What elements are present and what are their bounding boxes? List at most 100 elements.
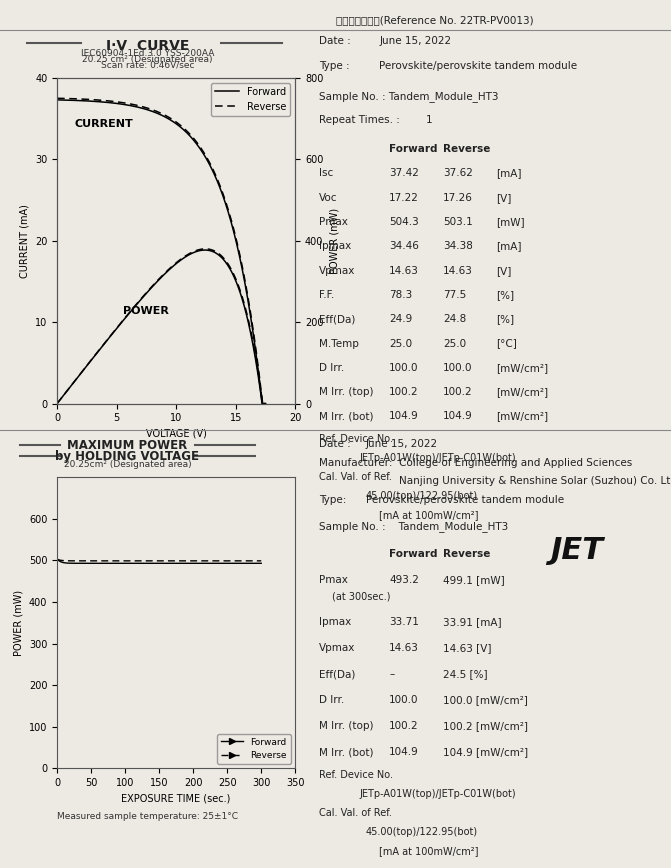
Y-axis label: POWER (mW): POWER (mW) <box>13 589 23 656</box>
Text: Eff(Da): Eff(Da) <box>319 669 355 680</box>
Legend: Forward, Reverse: Forward, Reverse <box>217 734 291 764</box>
Text: Forward: Forward <box>389 144 437 155</box>
Text: [%]: [%] <box>497 290 515 300</box>
→Reverse <box>190 556 198 566</box>
Text: 499.1 [mW]: 499.1 [mW] <box>443 575 505 586</box>
Text: Date :: Date : <box>319 439 350 450</box>
Legend: Forward, Reverse: Forward, Reverse <box>211 83 291 115</box>
Text: Reverse: Reverse <box>443 144 491 155</box>
Text: 493.2: 493.2 <box>389 575 419 586</box>
Text: by HOLDING VOLTAGE: by HOLDING VOLTAGE <box>56 450 199 463</box>
Text: IEC60904-1Ed.3.0 YSS-200AA: IEC60904-1Ed.3.0 YSS-200AA <box>81 49 214 57</box>
Text: Repeat Times. :: Repeat Times. : <box>319 115 400 126</box>
Text: 37.62: 37.62 <box>443 168 473 179</box>
→Reverse <box>207 556 215 566</box>
Text: 77.5: 77.5 <box>443 290 466 300</box>
Text: D Irr.: D Irr. <box>319 363 344 373</box>
→Forward <box>53 554 61 564</box>
Text: 100.0: 100.0 <box>389 363 419 373</box>
Text: –: – <box>389 669 395 680</box>
Text: 100.0: 100.0 <box>389 695 419 706</box>
Text: 25.0: 25.0 <box>389 339 412 349</box>
Text: 24.9: 24.9 <box>389 314 413 325</box>
Text: 100.2: 100.2 <box>443 387 472 398</box>
Text: JETp-A01W(top)/JETp-C01W(bot): JETp-A01W(top)/JETp-C01W(bot) <box>359 453 515 464</box>
Text: Reverse: Reverse <box>443 549 491 560</box>
Text: Vpmax: Vpmax <box>319 643 355 654</box>
Text: Pmax: Pmax <box>319 575 348 586</box>
Text: 14.63: 14.63 <box>389 643 419 654</box>
Text: 33.91 [mA]: 33.91 [mA] <box>443 617 501 628</box>
Text: 33.71: 33.71 <box>389 617 419 628</box>
Text: Scan rate: 0.46V/sec: Scan rate: 0.46V/sec <box>101 61 195 69</box>
Text: [mA at 100mW/cm²]: [mA at 100mW/cm²] <box>379 510 478 521</box>
Text: 37.42: 37.42 <box>389 168 419 179</box>
Text: 34.38: 34.38 <box>443 241 473 252</box>
Text: F.F.: F.F. <box>319 290 334 300</box>
Text: Measured sample temperature: 25±1°C: Measured sample temperature: 25±1°C <box>57 812 238 820</box>
Text: Perovskite/perovskite tandem module: Perovskite/perovskite tandem module <box>366 495 564 505</box>
Text: Eff(Da): Eff(Da) <box>319 314 355 325</box>
Text: 20.25cm² (Designated area): 20.25cm² (Designated area) <box>64 460 191 469</box>
Text: Nanjing University & Renshine Solar (Suzhou) Co. Ltd.: Nanjing University & Renshine Solar (Suz… <box>399 476 671 486</box>
Y-axis label: POWER (mW): POWER (mW) <box>329 207 339 274</box>
Text: 104.9 [mW/cm²]: 104.9 [mW/cm²] <box>443 747 528 758</box>
Text: 100.2: 100.2 <box>389 387 419 398</box>
Text: M Irr. (top): M Irr. (top) <box>319 387 373 398</box>
Text: Ipmax: Ipmax <box>319 241 351 252</box>
Text: 測定成績書番号(Reference No. 22TR-PV0013): 測定成績書番号(Reference No. 22TR-PV0013) <box>336 16 533 26</box>
Text: 14.63: 14.63 <box>443 266 473 276</box>
Text: Date :: Date : <box>319 36 350 47</box>
→Forward <box>174 558 182 569</box>
Text: Voc: Voc <box>319 193 338 203</box>
Text: Type :: Type : <box>319 61 350 71</box>
→Reverse <box>164 556 172 566</box>
Text: D Irr.: D Irr. <box>319 695 344 706</box>
Text: 104.9: 104.9 <box>443 411 472 422</box>
Text: JETp-A01W(top)/JETp-C01W(bot): JETp-A01W(top)/JETp-C01W(bot) <box>359 789 515 799</box>
→Forward <box>89 558 97 569</box>
Line: →Forward: →Forward <box>57 559 261 563</box>
Text: 104.9: 104.9 <box>389 747 419 758</box>
Text: [mW]: [mW] <box>497 217 525 227</box>
Text: 14.63 [V]: 14.63 [V] <box>443 643 491 654</box>
Text: 24.8: 24.8 <box>443 314 466 325</box>
Text: [°C]: [°C] <box>497 339 517 349</box>
X-axis label: VOLTAGE (V): VOLTAGE (V) <box>146 429 207 439</box>
Text: College of Engineering and Applied Sciences: College of Engineering and Applied Scien… <box>399 458 633 469</box>
Text: Isc: Isc <box>319 168 333 179</box>
Text: 25.0: 25.0 <box>443 339 466 349</box>
→Forward <box>146 558 154 569</box>
Y-axis label: CURRENT (mA): CURRENT (mA) <box>19 204 30 278</box>
Text: 14.63: 14.63 <box>389 266 419 276</box>
Text: JET: JET <box>551 536 603 565</box>
Text: M Irr. (bot): M Irr. (bot) <box>319 411 373 422</box>
Text: (at 300sec.): (at 300sec.) <box>332 591 391 602</box>
Text: 17.26: 17.26 <box>443 193 473 203</box>
Text: Cal. Val. of Ref.: Cal. Val. of Ref. <box>319 808 392 819</box>
Text: 1: 1 <box>426 115 433 126</box>
Text: [V]: [V] <box>497 193 512 203</box>
Text: [mA]: [mA] <box>497 168 522 179</box>
Text: M Irr. (bot): M Irr. (bot) <box>319 747 373 758</box>
→Reverse <box>257 556 265 566</box>
Text: Pmax: Pmax <box>319 217 348 227</box>
Text: Ipmax: Ipmax <box>319 617 351 628</box>
Text: Ref. Device No.: Ref. Device No. <box>319 434 393 444</box>
Text: M.Temp: M.Temp <box>319 339 358 349</box>
Text: Cal. Val. of Ref.: Cal. Val. of Ref. <box>319 472 392 483</box>
Text: 24.5 [%]: 24.5 [%] <box>443 669 488 680</box>
Text: Manufacturer:: Manufacturer: <box>319 458 393 469</box>
Text: MAXIMUM POWER: MAXIMUM POWER <box>67 439 188 452</box>
→Reverse <box>89 556 97 566</box>
Text: [%]: [%] <box>497 314 515 325</box>
→Forward <box>207 558 215 569</box>
Text: Forward: Forward <box>389 549 437 560</box>
Text: [mW/cm²]: [mW/cm²] <box>497 411 549 422</box>
Text: 504.3: 504.3 <box>389 217 419 227</box>
→Reverse <box>53 554 61 564</box>
Text: 20.25 cm² (Designated area): 20.25 cm² (Designated area) <box>83 55 213 63</box>
Line: →Reverse: →Reverse <box>57 559 261 561</box>
Text: 100.0: 100.0 <box>443 363 472 373</box>
→Forward <box>105 558 113 569</box>
